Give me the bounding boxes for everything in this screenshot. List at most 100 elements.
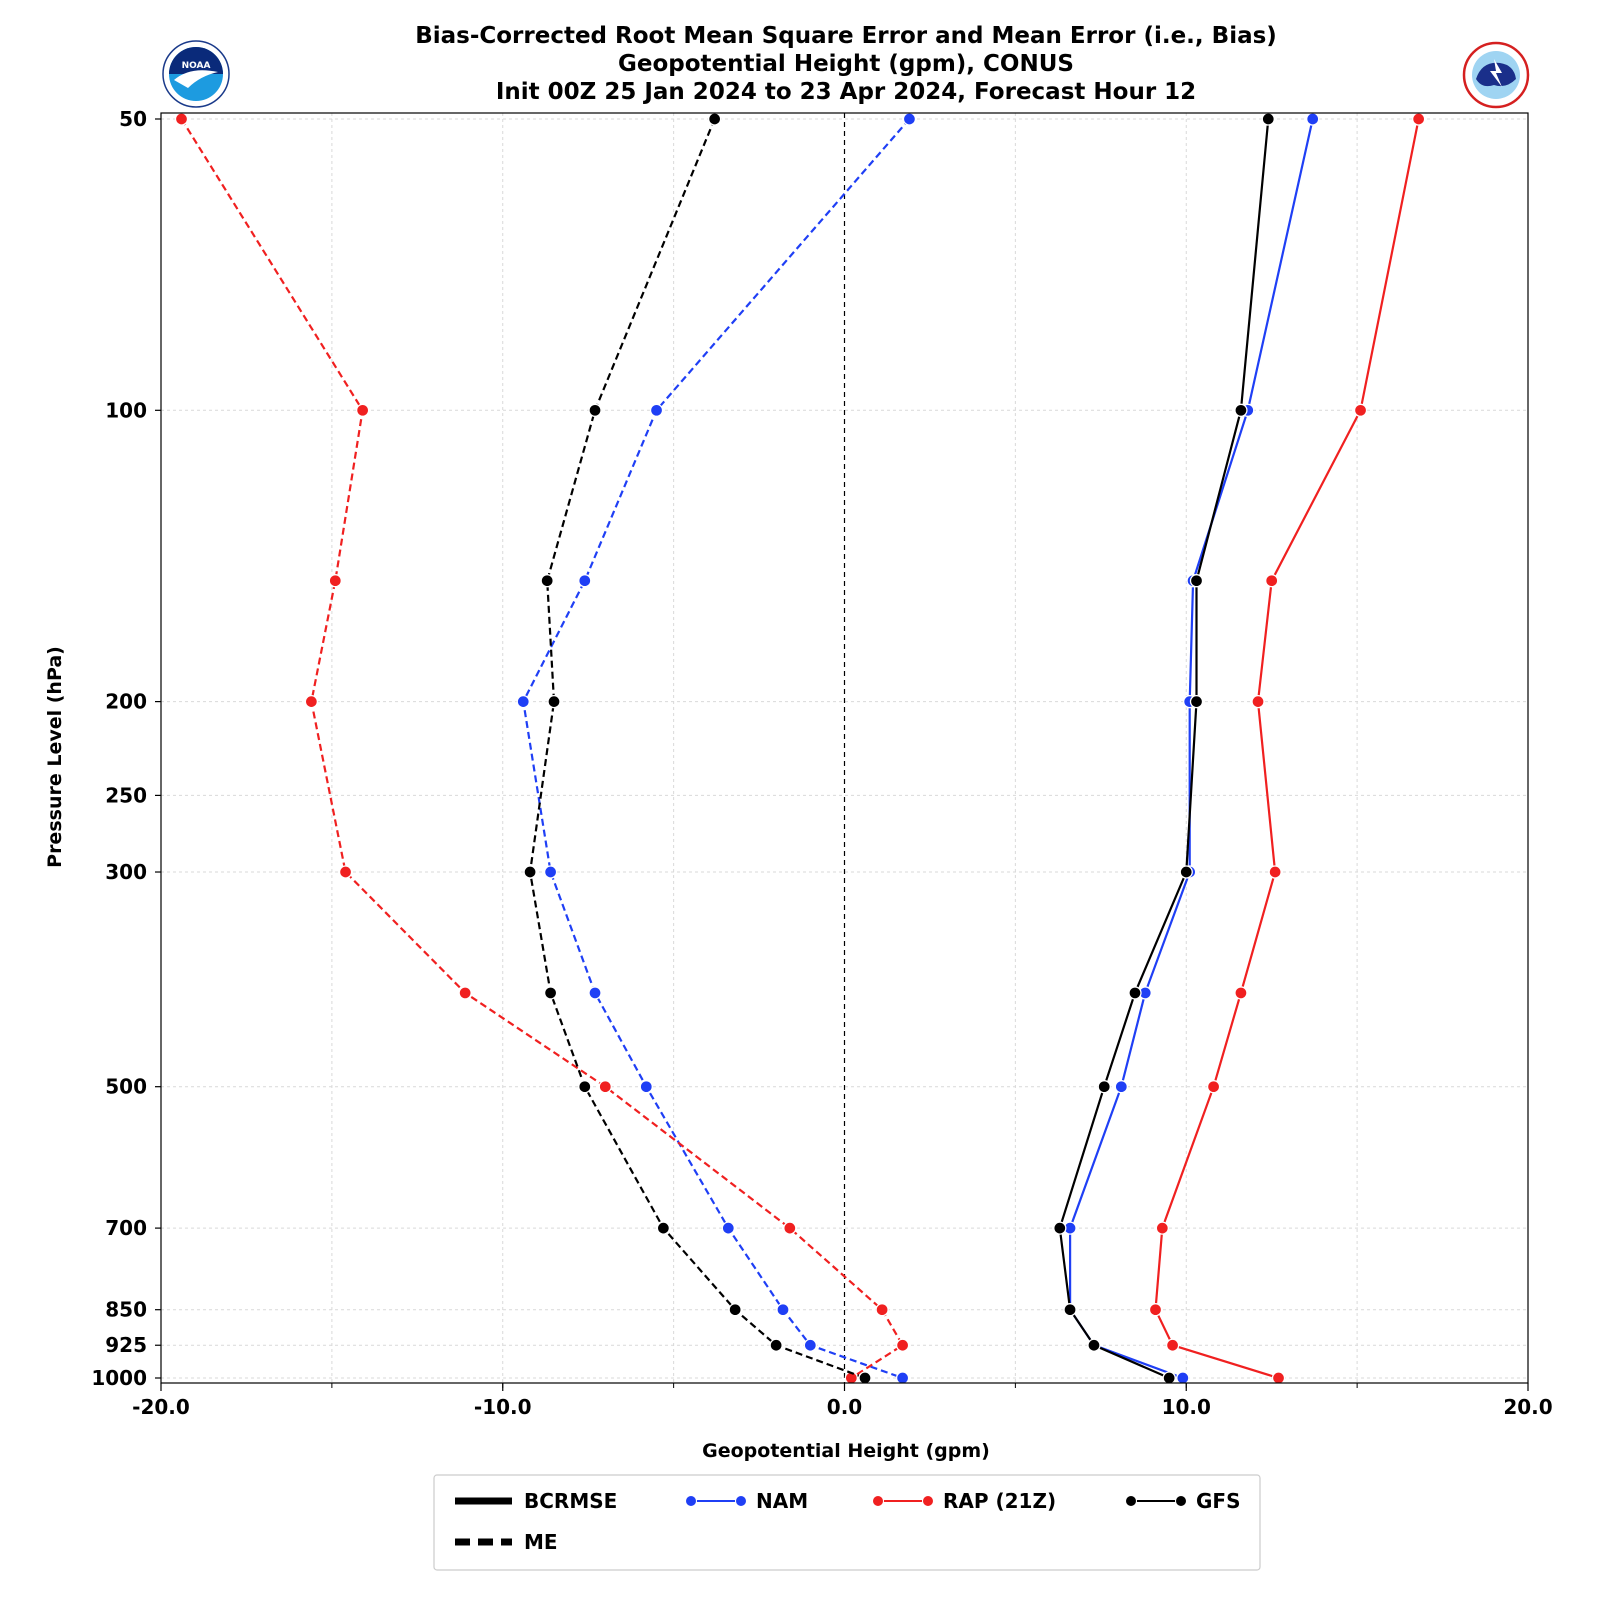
data-point-gfs-me: [728, 1303, 742, 1317]
x-tick-label: 20.0: [1503, 1395, 1552, 1419]
data-point-nam-bcrmse: [1306, 112, 1320, 126]
data-point-rap-21z-bcrmse: [1411, 112, 1426, 126]
y-tick-label: 200: [105, 690, 147, 714]
data-point-rap-21z-me: [458, 986, 472, 1000]
grid: [161, 113, 1528, 1383]
data-point-nam-me: [639, 1080, 653, 1094]
y-tick-label: 50: [119, 107, 147, 131]
data-point-rap-21z-bcrmse: [1165, 1338, 1180, 1352]
legend-rap-label: RAP (21Z): [943, 1489, 1056, 1513]
data-point-gfs-bcrmse: [1179, 865, 1193, 879]
data-point-rap-21z-me: [875, 1303, 889, 1317]
data-point-rap-21z-bcrmse: [1353, 403, 1368, 417]
legend-gfs-label: GFS: [1196, 1489, 1240, 1513]
data-point-rap-21z-me: [304, 694, 319, 709]
x-tick-label: 10.0: [1162, 1395, 1211, 1419]
data-point-gfs-me: [547, 694, 561, 709]
data-point-gfs-me: [656, 1221, 671, 1235]
series-rap-21z-bcrmse: [1148, 112, 1426, 1385]
data-point-rap-21z-bcrmse: [1265, 574, 1279, 588]
data-point-gfs-me: [578, 1080, 592, 1094]
data-point-gfs-bcrmse: [1053, 1221, 1067, 1235]
legend: BCRMSE ME NAM RAP (21Z) GFS: [433, 1474, 1261, 1571]
legend-rap-swatch: [872, 1495, 934, 1507]
data-point-rap-21z-me: [598, 1080, 612, 1094]
x-tick-label: 0.0: [827, 1395, 862, 1419]
data-point-rap-21z-me: [328, 574, 342, 588]
data-point-gfs-bcrmse: [1128, 986, 1142, 1000]
data-point-gfs-bcrmse: [1162, 1371, 1176, 1385]
series-line-rap-21z-me: [180, 118, 905, 1379]
series-gfs-bcrmse: [1053, 112, 1275, 1385]
data-point-gfs-bcrmse: [1234, 403, 1248, 417]
data-point-nam-me: [895, 1371, 910, 1385]
series-line-rap-21z-bcrmse: [1154, 118, 1420, 1380]
data-point-nam-me: [721, 1221, 735, 1235]
legend-box: [433, 1474, 1261, 1571]
y-tick-label: 300: [105, 860, 147, 884]
data-point-rap-21z-bcrmse: [1251, 694, 1265, 709]
series-line-nam-bcrmse: [1068, 118, 1314, 1380]
data-point-rap-21z-bcrmse: [1234, 986, 1248, 1000]
series-line-gfs-bcrmse: [1058, 118, 1270, 1380]
x-tick-label: -20.0: [132, 1395, 190, 1419]
legend-gfs-swatch: [1125, 1495, 1187, 1507]
y-tick-label: 500: [105, 1075, 147, 1099]
data-point-nam-me: [588, 986, 602, 1000]
chart-title: Bias-Corrected Root Mean Square Error an…: [415, 23, 1277, 105]
data-point-rap-21z-me: [338, 865, 353, 879]
data-point-gfs-me: [858, 1371, 872, 1385]
data-point-nam-me: [803, 1338, 817, 1352]
data-point-nam-me: [578, 574, 592, 588]
data-point-nam-me: [516, 694, 530, 709]
series-nam-bcrmse: [1063, 112, 1320, 1385]
data-point-gfs-me: [523, 865, 537, 879]
data-point-rap-21z-bcrmse: [1206, 1080, 1221, 1094]
y-tick-label: 100: [105, 398, 147, 422]
data-point-gfs-me: [769, 1338, 783, 1352]
data-point-gfs-bcrmse: [1261, 112, 1275, 126]
data-point-rap-21z-bcrmse: [1148, 1303, 1163, 1317]
data-point-rap-21z-me: [895, 1338, 910, 1352]
data-point-gfs-me: [707, 112, 722, 126]
data-point-gfs-bcrmse: [1097, 1080, 1111, 1094]
data-point-rap-21z-bcrmse: [1271, 1371, 1286, 1385]
x-axis: -20.0 -10.0 0.0 10.0 20.0: [132, 1383, 1553, 1419]
data-point-rap-21z-me: [783, 1221, 797, 1235]
data-point-nam-me: [902, 112, 917, 126]
data-point-gfs-me: [540, 574, 554, 588]
series-line-gfs-me: [528, 118, 866, 1380]
legend-bcrmse-label: BCRMSE: [524, 1489, 617, 1513]
series-layer: [174, 112, 1426, 1385]
data-point-nam-me: [649, 403, 664, 417]
y-tick-label: 700: [105, 1216, 147, 1240]
y-axis-label: Pressure Level (hPa): [44, 646, 66, 868]
noaa-logo: NOAA: [162, 40, 230, 108]
legend-nam-label: NAM: [756, 1489, 808, 1513]
series-line-nam-me: [522, 118, 911, 1380]
data-point-gfs-me: [543, 986, 558, 1000]
data-point-gfs-bcrmse: [1087, 1338, 1101, 1352]
data-point-rap-21z-me: [355, 403, 370, 417]
title-line-3: Init 00Z 25 Jan 2024 to 23 Apr 2024, For…: [496, 79, 1196, 105]
series-rap-21z-me: [174, 112, 910, 1385]
y-tick-label: 925: [105, 1333, 147, 1357]
data-point-gfs-bcrmse: [1063, 1303, 1077, 1317]
svg-text:NOAA: NOAA: [182, 61, 211, 71]
legend-me-label: ME: [524, 1530, 558, 1554]
y-tick-label: 250: [105, 783, 147, 807]
data-point-rap-21z-bcrmse: [1268, 865, 1282, 879]
data-point-rap-21z-bcrmse: [1155, 1221, 1169, 1235]
series-nam-me: [516, 112, 917, 1385]
title-line-2: Geopotential Height (gpm), CONUS: [618, 51, 1074, 77]
x-tick-label: -10.0: [474, 1395, 532, 1419]
y-axis: 50 100 200 250 300 500 700 850 925 1000: [91, 107, 161, 1390]
y-tick-label: 1000: [91, 1366, 147, 1390]
data-point-gfs-me: [588, 403, 602, 417]
nws-logo: [1462, 41, 1530, 109]
series-gfs-me: [523, 112, 872, 1385]
plot-area: -20.0 -10.0 0.0 10.0 20.0 50 100 200 250 300 500 7…: [91, 107, 1552, 1419]
x-axis-label: Geopotential Height (gpm): [702, 1440, 990, 1462]
y-tick-label: 850: [105, 1298, 147, 1322]
